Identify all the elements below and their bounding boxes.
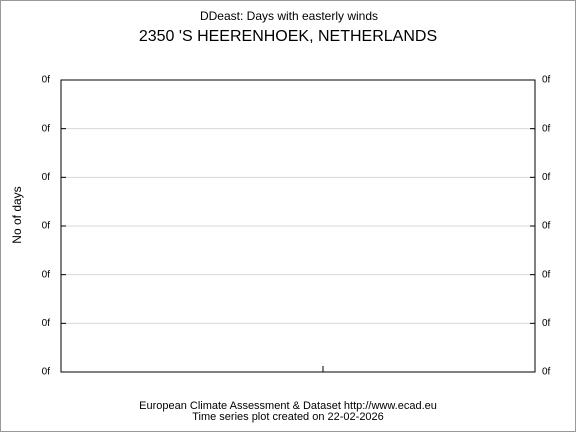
footer: European Climate Assessment & Dataset ht…: [139, 400, 437, 412]
footer: Time series plot created on 22-02-2026: [192, 411, 384, 423]
y-axis-label: No of days: [10, 186, 24, 243]
y-tick-label: 0f: [42, 221, 51, 232]
plot-border: [60, 79, 536, 373]
y2-tick-label: 0f: [542, 318, 551, 329]
y2-tick-label: 0f: [542, 269, 551, 280]
y-tick-label: 0f: [42, 75, 51, 86]
chart-subtitle: 2350 'S HEERENHOEK, NETHERLANDS: [139, 28, 437, 45]
y-tick-label: 0f: [42, 367, 51, 378]
chart-title: DDeast: Days with easterly winds: [200, 9, 378, 23]
y-tick-label: 0f: [42, 318, 51, 329]
y-tick-label: 0f: [42, 172, 51, 183]
y2-tick-label: 0f: [542, 75, 551, 86]
y2-tick-label: 0f: [542, 172, 551, 183]
y2-tick-label: 0f: [542, 367, 551, 378]
y2-tick-label: 0f: [542, 221, 551, 232]
y-tick-label: 0f: [42, 269, 51, 280]
y-tick-label: 0f: [42, 123, 51, 134]
y2-tick-label: 0f: [542, 123, 551, 134]
